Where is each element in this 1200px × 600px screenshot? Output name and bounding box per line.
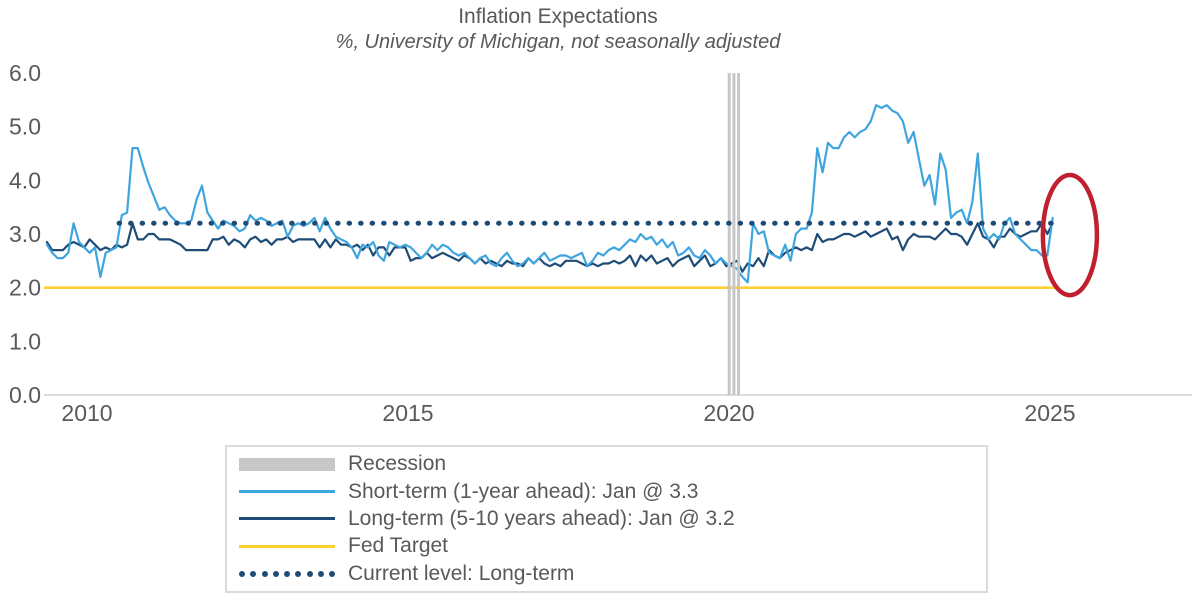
highlight-ellipse bbox=[1040, 172, 1100, 298]
y-tick-label: 0.0 bbox=[9, 382, 41, 408]
legend-dot bbox=[295, 570, 302, 577]
legend-dot bbox=[284, 570, 290, 577]
legend-label-current-level: Current level: Long-term bbox=[348, 561, 575, 585]
y-tick-label: 6.0 bbox=[9, 60, 41, 86]
legend-item-recession: Recession bbox=[239, 451, 986, 477]
legend-label-recession: Recession bbox=[348, 452, 447, 476]
short-term-swatch bbox=[239, 490, 335, 494]
legend-dot bbox=[272, 570, 279, 577]
x-tick-label: 2010 bbox=[61, 400, 112, 426]
recession-bar bbox=[732, 72, 736, 395]
plot-area: 0.0 1.0 2.0 3.0 4.0 5.0 6.0 2010 2015 2020 2025 bbox=[9, 60, 1192, 426]
legend-dot bbox=[239, 570, 245, 577]
y-tick-label: 5.0 bbox=[9, 114, 41, 140]
legend-item-current-level: Current level: Long-term bbox=[239, 561, 986, 587]
fed-target-swatch bbox=[239, 544, 335, 548]
x-tick-label: 2025 bbox=[1024, 400, 1075, 426]
y-tick-label: 4.0 bbox=[9, 167, 41, 193]
x-tick-label: 2015 bbox=[382, 400, 433, 426]
legend-dot bbox=[250, 570, 257, 577]
recession-swatch bbox=[239, 457, 335, 471]
legend-box: Recession Short-term (1-year ahead): Jan… bbox=[225, 445, 988, 593]
y-tick-label: 2.0 bbox=[9, 275, 41, 301]
long-term-line bbox=[45, 222, 1054, 273]
x-tick-label: 2020 bbox=[703, 400, 754, 426]
recession-bar bbox=[737, 72, 741, 395]
short-term-line bbox=[45, 104, 1054, 284]
chart-header: Inflation Expectations %, University of … bbox=[0, 3, 1116, 55]
y-tick-label: 1.0 bbox=[9, 328, 41, 354]
chart-subtitle: %, University of Michigan, not seasonall… bbox=[335, 31, 781, 53]
legend-label-short-term: Short-term (1-year ahead): Jan @ 3.3 bbox=[348, 479, 699, 503]
legend-label-long-term: Long-term (5-10 years ahead): Jan @ 3.2 bbox=[348, 506, 735, 530]
long-term-swatch bbox=[239, 517, 335, 521]
legend-label-fed-target: Fed Target bbox=[348, 534, 449, 558]
legend-dot bbox=[261, 570, 268, 577]
chart-title: Inflation Expectations bbox=[458, 5, 658, 28]
legend-item-short-term: Short-term (1-year ahead): Jan @ 3.3 bbox=[239, 479, 986, 505]
y-tick-label: 3.0 bbox=[9, 221, 41, 247]
legend-item-fed-target: Fed Target bbox=[239, 533, 986, 559]
recession-bar bbox=[727, 72, 731, 395]
legend-dot bbox=[306, 570, 313, 577]
legend-dot bbox=[317, 570, 324, 577]
legend-dot bbox=[329, 570, 335, 577]
current-level-swatch bbox=[239, 570, 335, 577]
legend-item-long-term: Long-term (5-10 years ahead): Jan @ 3.2 bbox=[239, 506, 986, 532]
